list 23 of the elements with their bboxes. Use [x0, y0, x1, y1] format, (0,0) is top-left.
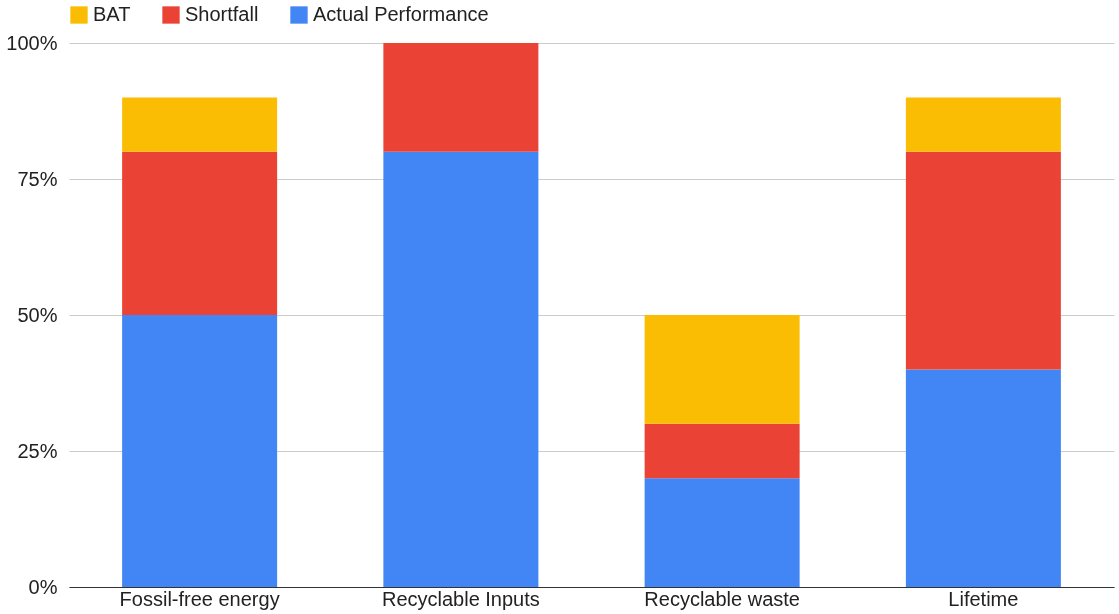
y-tick-label: 50% [17, 303, 58, 326]
y-tick-label: 75% [17, 167, 58, 190]
bar [644, 478, 800, 587]
x-tick-label: Recyclable Inputs [381, 587, 540, 610]
bar [383, 151, 539, 587]
bar [905, 369, 1061, 587]
x-tick-label: Fossil-free energy [119, 587, 280, 610]
bar [122, 151, 278, 315]
y-tick-label: 25% [17, 439, 58, 462]
x-tick-label: Recyclable waste [644, 587, 800, 610]
bar [644, 423, 800, 479]
bar [122, 315, 278, 587]
bar [905, 151, 1061, 370]
x-tick-label: Lifetime [948, 587, 1019, 610]
legend-label: BAT [93, 3, 131, 25]
y-tick-label: 100% [6, 31, 58, 54]
bar [383, 43, 539, 152]
y-tick-label: 0% [28, 575, 58, 598]
legend-label: Shortfall [185, 3, 259, 25]
legend-label: Actual Performance [313, 3, 489, 25]
bar [122, 97, 278, 152]
bar [644, 315, 800, 424]
bar [905, 97, 1061, 152]
